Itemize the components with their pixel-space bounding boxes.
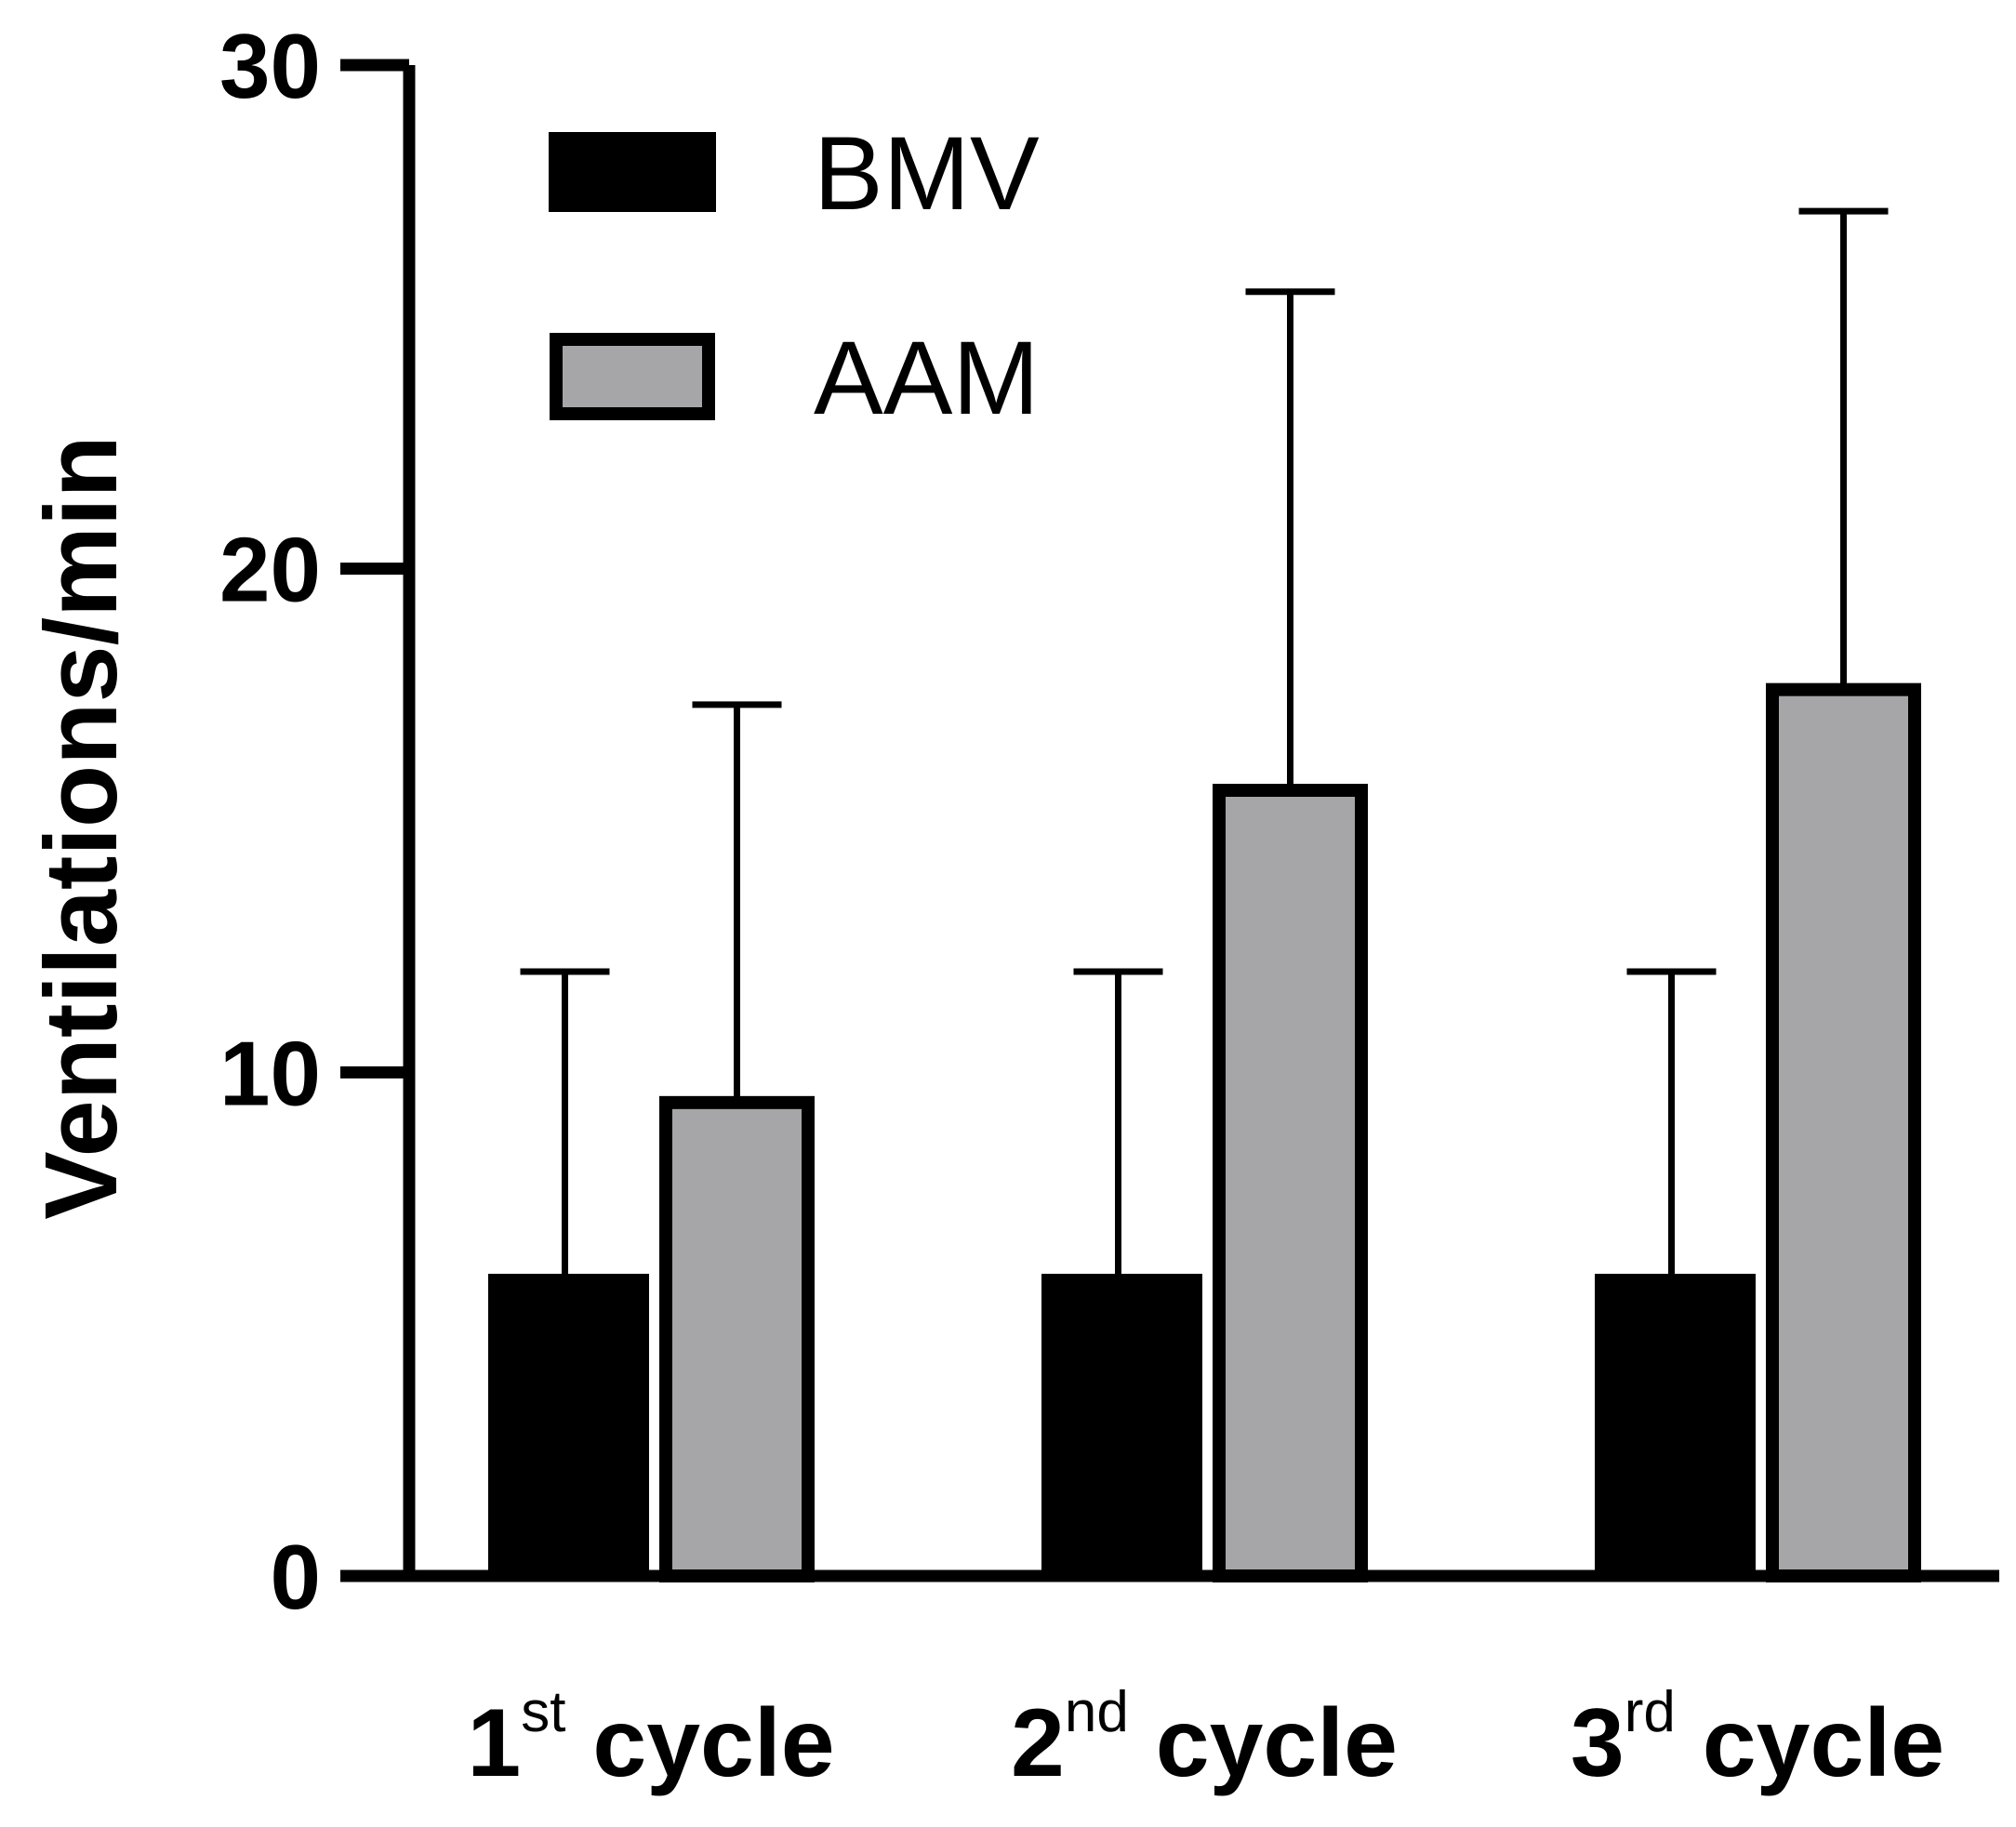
x-tick-label: 3rd cycle — [1571, 1680, 1944, 1797]
x-tick-label: 1st cycle — [467, 1680, 834, 1797]
x-tick-label: 2nd cycle — [1011, 1680, 1398, 1797]
y-axis-label: Ventilations/min — [24, 435, 139, 1219]
legend-swatch-aam — [550, 333, 715, 420]
legend: BMV AAM — [549, 115, 1040, 436]
bar-aam — [1766, 682, 1921, 1582]
axes-layer: 0 10 20 30 1st cycle 2nd cycle 3rd cycle — [219, 15, 1999, 1797]
bar-bmv — [1595, 1274, 1756, 1576]
legend-swatch-bmv — [549, 132, 716, 212]
legend-label-bmv: BMV — [814, 115, 1040, 232]
bars-layer — [488, 207, 1921, 1583]
bar-bmv — [488, 1274, 649, 1576]
bar-aam — [1213, 784, 1368, 1582]
y-tick-label: 30 — [219, 15, 321, 117]
bar-aam — [659, 1095, 815, 1583]
y-tick-label: 10 — [219, 1022, 321, 1124]
y-tick-label: 0 — [270, 1526, 321, 1628]
y-tick-label: 20 — [219, 519, 321, 621]
bar-bmv — [1041, 1274, 1202, 1576]
legend-label-aam: AAM — [814, 320, 1040, 436]
